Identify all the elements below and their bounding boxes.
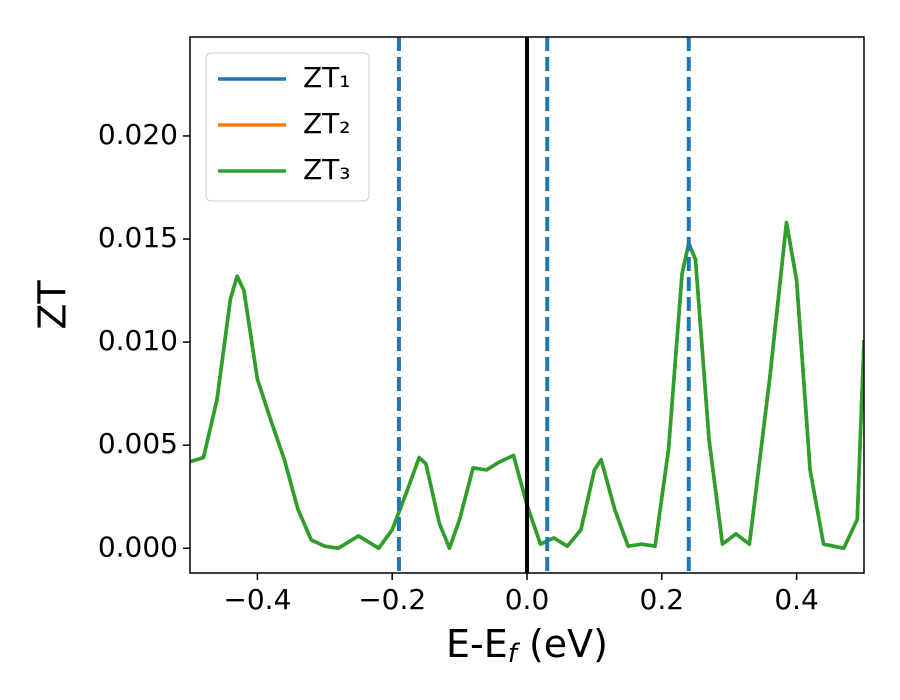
x-tick-label: −0.2 [358,583,426,616]
x-tick-label: 0.4 [774,583,819,616]
y-tick-label: 0.015 [98,221,178,254]
x-tick-label: 0.0 [505,583,550,616]
x-tick-label: 0.2 [640,583,685,616]
legend-label: ZT₂ [303,107,351,140]
y-tick-label: 0.020 [98,118,178,151]
x-tick-label: −0.4 [223,583,291,616]
y-tick-label: 0.010 [98,324,178,357]
legend-label: ZT₃ [303,153,351,186]
legend-label: ZT₁ [303,61,351,94]
y-tick-label: 0.000 [98,530,178,563]
plot-frame [189,36,865,574]
x-axis-label: E-Ef (eV) [446,622,608,669]
y-axis-label: ZT [31,280,75,330]
legend-box [205,52,370,202]
y-tick-label: 0.005 [98,427,178,460]
